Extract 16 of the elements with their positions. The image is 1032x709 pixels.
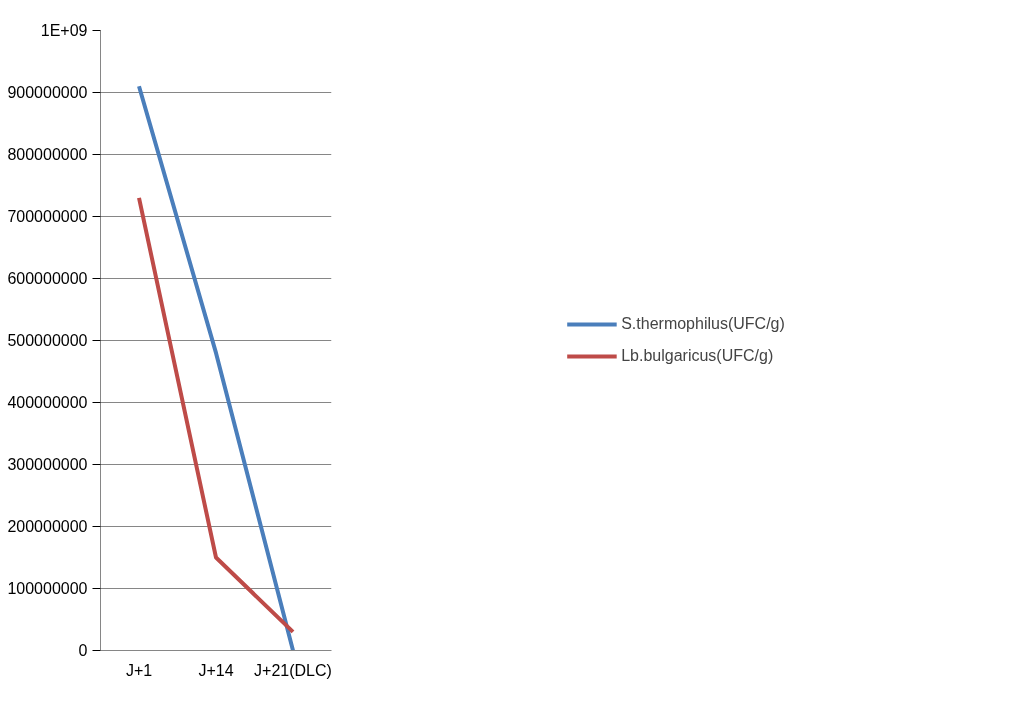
legend-label: Lb.bulgaricus(UFC/g): [621, 347, 774, 365]
y-tick-label: 500000000: [7, 332, 88, 349]
y-tick-label: 1E+09: [40, 22, 88, 39]
y-tick-label: 0: [78, 642, 88, 659]
y-tick-label: 200000000: [7, 518, 88, 535]
y-tick-label: 600000000: [7, 270, 88, 287]
x-tick-label: J+1: [125, 661, 153, 679]
x-tick-label: J+14: [198, 661, 234, 679]
x-tick-label: J+21(DLC): [254, 661, 332, 679]
y-tick-label: 100000000: [7, 580, 88, 597]
y-tick-label: 400000000: [7, 394, 88, 411]
y-tick-label: 900000000: [7, 84, 88, 101]
y-tick-label: 700000000: [7, 208, 88, 225]
legend-label: S.thermophilus(UFC/g): [621, 315, 785, 333]
y-tick-label: 800000000: [7, 146, 88, 163]
y-tick-label: 300000000: [7, 456, 88, 473]
